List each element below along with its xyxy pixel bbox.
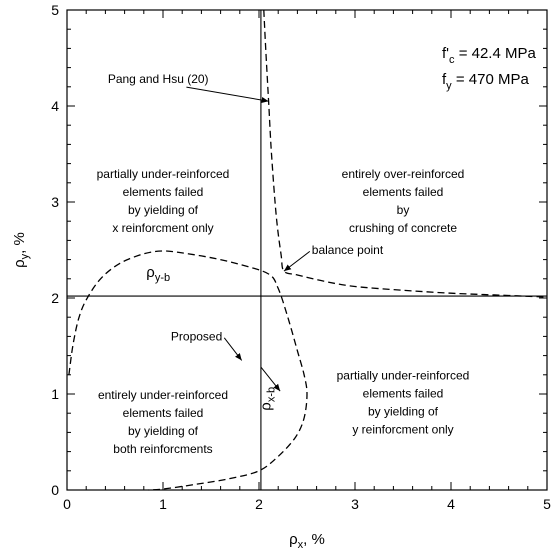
region-label-line: elements failed bbox=[123, 406, 204, 420]
material-params: f'c = 42.4 MPa fy = 470 MPa bbox=[442, 45, 536, 92]
series-group bbox=[68, 9, 548, 491]
y-tick-label: 5 bbox=[51, 2, 59, 18]
region-label-tr: entirely over-reinforced elements failed b… bbox=[342, 167, 465, 235]
annotations: Pang and Hsu (20) balance point Proposed bbox=[108, 72, 384, 392]
y-axis-label-sub: y bbox=[19, 253, 31, 259]
param-fy: fy = 470 MPa bbox=[442, 71, 529, 92]
region-label-line: entirely over-reinforced bbox=[342, 167, 465, 181]
x-tick-label: 3 bbox=[351, 496, 359, 512]
rho-labels: ρy-bρx-b bbox=[146, 264, 277, 411]
annotation-proposed: Proposed bbox=[171, 329, 222, 343]
param-value: = 42.4 MPa bbox=[455, 45, 537, 62]
region-label-line: crushing of concrete bbox=[349, 221, 457, 235]
region-label-line: y reinforcment only bbox=[352, 423, 453, 437]
region-label-tl: partially under-reinforced elements faile… bbox=[97, 167, 230, 235]
label-rho-yb: ρy-b bbox=[146, 264, 170, 284]
region-label-line: elements failed bbox=[123, 185, 204, 199]
region-label-line: by yielding of bbox=[128, 424, 199, 438]
y-axis-label-symbol: ρ bbox=[11, 259, 28, 268]
region-labels: partially under-reinforced elements faile… bbox=[97, 167, 470, 456]
region-label-line: by yielding of bbox=[368, 405, 439, 419]
param-value: = 470 MPa bbox=[452, 71, 530, 88]
y-tick-label: 1 bbox=[51, 386, 59, 402]
region-label-bl: entirely under-reinforced elements failed… bbox=[98, 388, 228, 456]
region-label-line: entirely under-reinforced bbox=[98, 388, 228, 402]
axis-ticks bbox=[66, 9, 548, 491]
label-subscript: x-b bbox=[266, 387, 278, 402]
param-base: f' bbox=[442, 45, 449, 62]
param-subscript: c bbox=[449, 54, 455, 66]
label-subscript: y-b bbox=[155, 272, 170, 284]
annotation-arrow-proposed bbox=[223, 337, 243, 361]
region-label-line: elements failed bbox=[363, 185, 444, 199]
region-label-br: partially under-reinforced elements faile… bbox=[337, 369, 470, 437]
annotation-balance: balance point bbox=[312, 243, 384, 257]
x-tick-label: 1 bbox=[159, 496, 167, 512]
x-tick-label: 5 bbox=[543, 496, 551, 512]
x-axis-label: ρx, % bbox=[289, 531, 325, 551]
y-tick-label: 4 bbox=[51, 98, 59, 114]
annotation-arrow-pang bbox=[186, 86, 269, 103]
y-axis-label-unit: , % bbox=[11, 232, 28, 254]
x-tick-labels: 0 1 2 3 4 5 bbox=[63, 496, 551, 512]
label-rho-xb: ρx-b bbox=[258, 387, 278, 411]
region-label-line: by yielding of bbox=[128, 203, 199, 217]
region-label-line: partially under-reinforced bbox=[97, 167, 230, 181]
x-axis-label-sub: x bbox=[298, 539, 304, 551]
param-subscript: y bbox=[446, 80, 452, 92]
param-base: f bbox=[442, 71, 447, 88]
x-axis-label-unit: , % bbox=[303, 531, 325, 548]
label-symbol: ρ bbox=[258, 402, 275, 411]
x-axis-label-symbol: ρ bbox=[289, 531, 298, 548]
label-symbol: ρ bbox=[146, 264, 155, 281]
annotation-pang: Pang and Hsu (20) bbox=[108, 72, 209, 86]
annotation-arrow-xb-arrow bbox=[260, 366, 281, 392]
y-tick-label: 0 bbox=[51, 482, 59, 498]
region-label-line: both reinforcments bbox=[113, 442, 212, 456]
x-tick-label: 2 bbox=[255, 496, 263, 512]
y-tick-label: 3 bbox=[51, 194, 59, 210]
y-tick-label: 2 bbox=[51, 290, 59, 306]
y-axis-label: ρy, % bbox=[11, 232, 31, 268]
region-label-line: partially under-reinforced bbox=[337, 369, 470, 383]
y-tick-labels: 0 1 2 3 4 5 bbox=[51, 2, 59, 498]
param-fc: f'c = 42.4 MPa bbox=[442, 45, 536, 66]
annotation-arrow-balance bbox=[283, 251, 311, 272]
x-tick-label: 0 bbox=[63, 496, 71, 512]
x-tick-label: 4 bbox=[447, 496, 455, 512]
series-line-1 bbox=[263, 9, 548, 298]
region-label-line: x reinforcment only bbox=[112, 221, 213, 235]
series-line-2 bbox=[68, 250, 308, 491]
plot-frame bbox=[66, 9, 548, 491]
region-label-line: elements failed bbox=[363, 387, 444, 401]
region-label-line: by bbox=[397, 203, 410, 217]
reference-lines bbox=[67, 10, 547, 490]
